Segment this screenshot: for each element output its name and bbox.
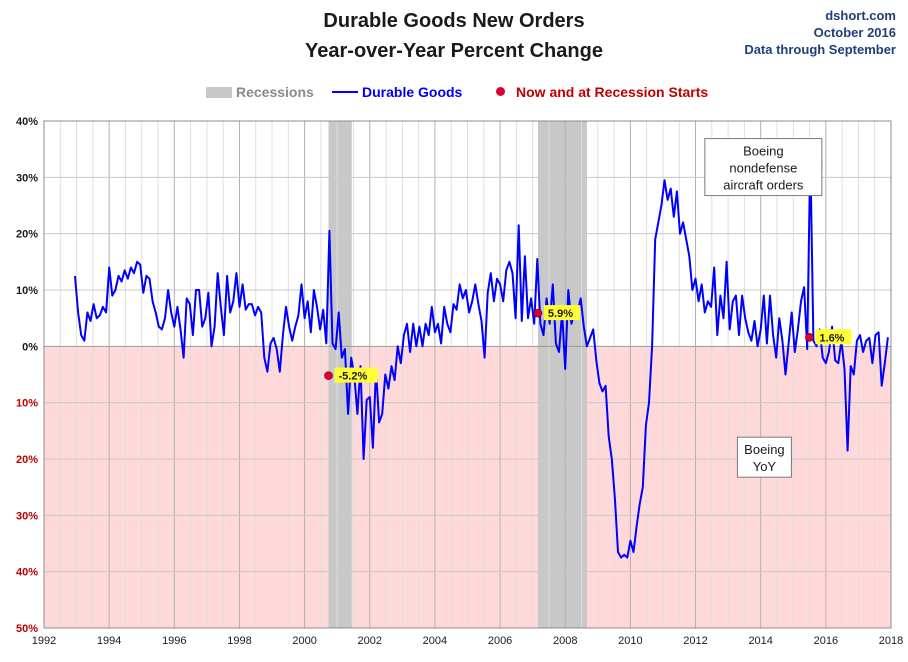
annotation-text: Boeing [744, 442, 784, 457]
x-tick-label: 1992 [32, 635, 56, 647]
legend-markers-label: Now and at Recession Starts [516, 84, 709, 100]
legend-line-swatch [332, 91, 358, 93]
series-line-durable-goods [74, 151, 889, 559]
recession-start-marker [324, 371, 333, 380]
y-tick-label: 30% [16, 510, 38, 522]
date-label: October 2016 [813, 25, 896, 40]
x-tick-label: 2016 [814, 635, 838, 647]
y-tick-label: 0% [22, 341, 38, 353]
x-tick-label: 2010 [618, 635, 642, 647]
annotation-text: aircraft orders [723, 178, 804, 193]
plot-border [43, 120, 892, 629]
y-tick-label: 50% [16, 623, 38, 635]
y-tick-label: 40% [16, 567, 38, 579]
annotation-text: YoY [753, 459, 777, 474]
x-tick-label: 2002 [358, 635, 382, 647]
y-tick-label: 10% [16, 285, 38, 297]
recession-band [537, 121, 587, 628]
x-tick-label: 2000 [292, 635, 316, 647]
legend-durable-label: Durable Goods [362, 84, 463, 100]
legend-marker-dot [496, 87, 505, 96]
x-tick-label: 1998 [227, 635, 251, 647]
x-tick-label: 2008 [553, 635, 577, 647]
y-tick-label: 20% [16, 454, 38, 466]
legend-recessions-label: Recessions [236, 84, 314, 100]
marker-label-bg [334, 367, 378, 383]
x-tick-label: 1996 [162, 635, 186, 647]
annotation-text: Boeing [743, 144, 783, 159]
x-tick-label: 2006 [488, 635, 512, 647]
x-tick-label: 1994 [97, 635, 121, 647]
marker-label: 1.6% [819, 332, 844, 344]
y-tick-label: 10% [16, 398, 38, 410]
marker-label-bg [815, 329, 852, 345]
x-tick-label: 2014 [748, 635, 772, 647]
annotation-box [736, 436, 792, 478]
recession-start-marker [533, 308, 543, 318]
marker-label-bg [543, 305, 580, 321]
marker-label: 5.9% [548, 308, 573, 320]
y-tick-label: 40% [16, 116, 38, 128]
chart-subtitle: Year-over-Year Percent Change [305, 40, 603, 62]
legend-recession-swatch [206, 87, 232, 98]
x-tick-label: 2018 [879, 635, 903, 647]
recession-start-marker [805, 333, 814, 342]
data-note: Data through September [744, 42, 896, 57]
annotation-text: nondefense [729, 161, 797, 176]
source-label: dshort.com [825, 8, 896, 23]
chart-title: Durable Goods New Orders [323, 10, 585, 32]
y-tick-label: 30% [16, 172, 38, 184]
x-tick-label: 2012 [683, 635, 707, 647]
y-tick-label: 20% [16, 229, 38, 241]
marker-label: -5.2% [339, 371, 368, 383]
x-tick-label: 2004 [423, 635, 447, 647]
annotation-box [704, 138, 823, 197]
